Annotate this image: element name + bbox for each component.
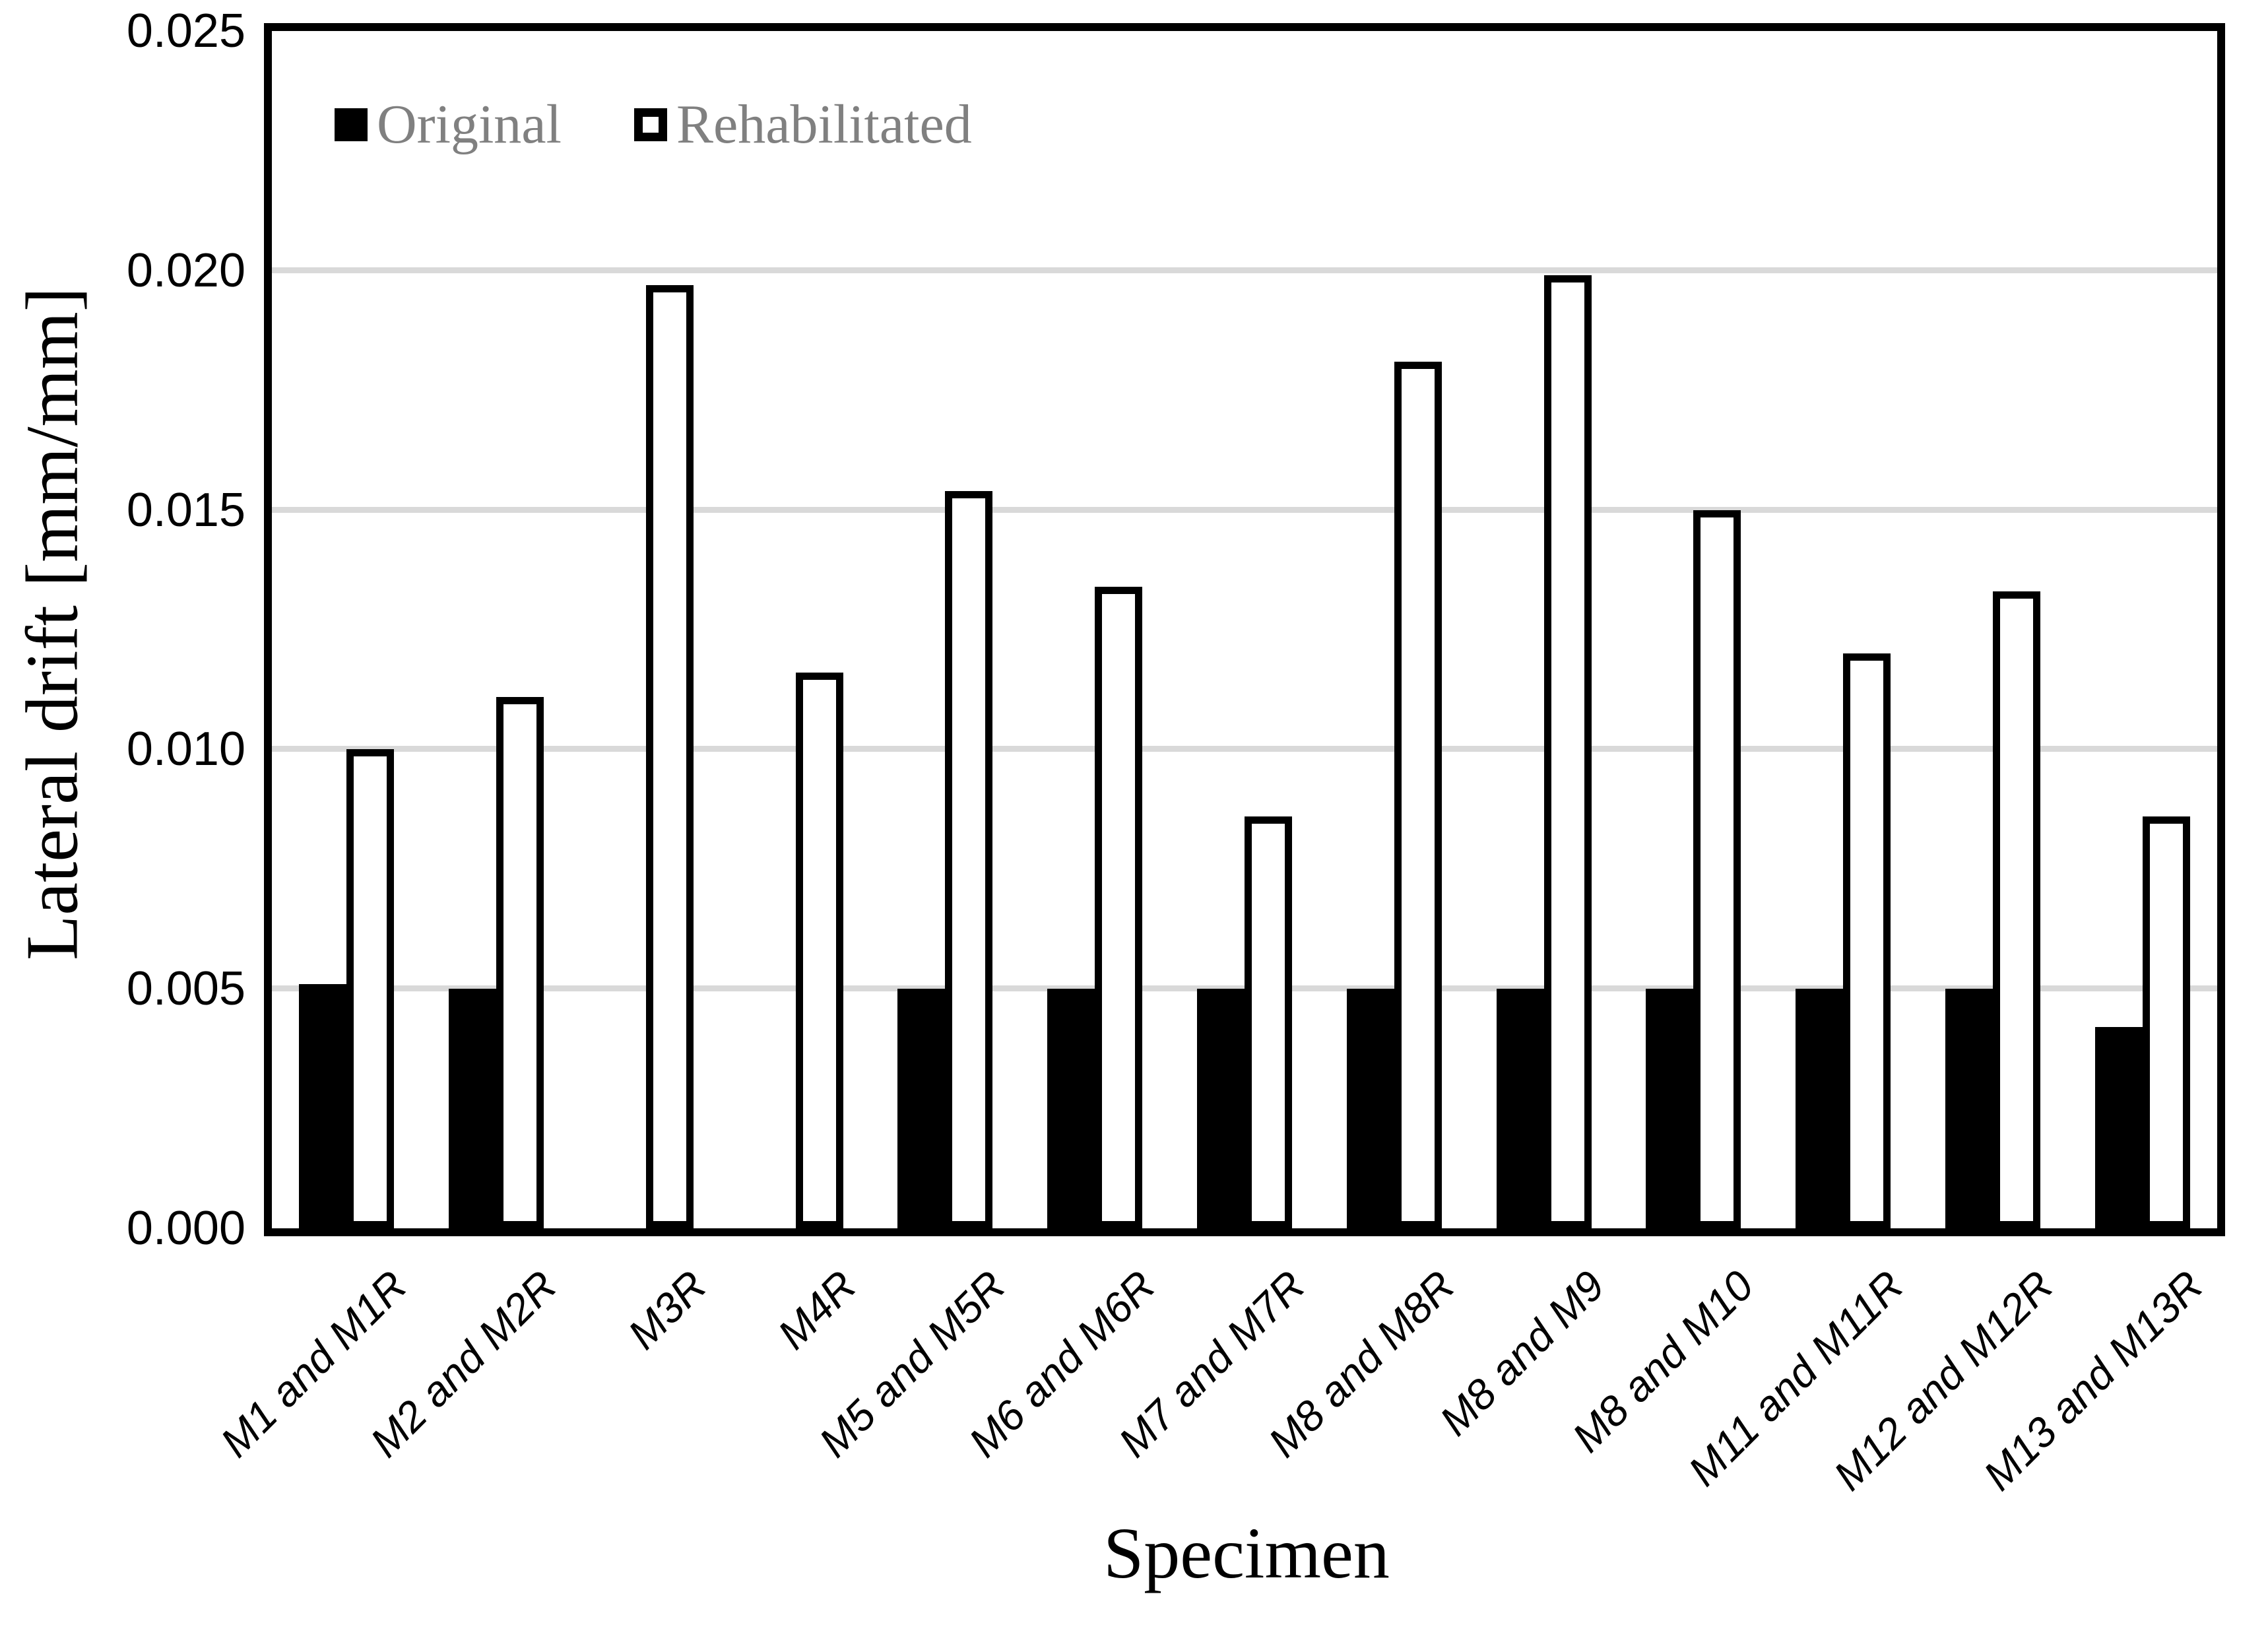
bar-original (1646, 989, 1694, 1228)
legend-swatch-original-icon (335, 108, 368, 141)
bar-group (272, 31, 422, 1228)
bar-rehabilitated (1693, 510, 1741, 1228)
bar-rehabilitated (1394, 361, 1442, 1228)
bar-rehabilitated (1992, 591, 2040, 1228)
y-tick-label: 0.005 (126, 962, 245, 1016)
bar-rehabilitated (1244, 816, 1292, 1228)
gridline-0.015 (272, 506, 2217, 513)
bar-original (2094, 1027, 2143, 1228)
bar-group (1170, 31, 1320, 1228)
bar-rehabilitated (945, 490, 993, 1228)
bar-group (571, 31, 721, 1228)
bar-original (299, 983, 347, 1228)
bar-group (1768, 31, 1918, 1228)
bar-group (2067, 31, 2217, 1228)
legend: Original Rehabilitated (335, 97, 972, 152)
bar-rehabilitated (645, 284, 694, 1228)
y-tick-label: 0.020 (126, 244, 245, 297)
bar-original (1496, 989, 1544, 1228)
legend-label-original: Original (377, 94, 562, 155)
bar-rehabilitated (795, 673, 843, 1228)
bar-original (1196, 989, 1245, 1228)
y-tick-label: 0.000 (126, 1202, 245, 1255)
bar-group (721, 31, 870, 1228)
bar-original (1945, 989, 1993, 1228)
bar-rehabilitated (1543, 275, 1592, 1228)
bar-original (1796, 989, 1844, 1228)
gridline-0.02 (272, 267, 2217, 273)
x-axis-title: Specimen (1103, 1513, 1390, 1593)
legend-item-rehabilitated: Rehabilitated (633, 94, 972, 155)
plot-area: Original Rehabilitated (264, 23, 2225, 1236)
bar-rehabilitated (1095, 586, 1143, 1228)
bar-group (1319, 31, 1469, 1228)
bar-group (422, 31, 571, 1228)
gridline-0.01 (272, 746, 2217, 752)
bar-rehabilitated (346, 749, 395, 1228)
y-axis-title: Lateral drift [mm/mm] (11, 286, 94, 961)
y-tick-label: 0.025 (126, 5, 245, 57)
bar-group (1020, 31, 1170, 1228)
bar-rehabilitated (2142, 816, 2190, 1228)
y-tick-label: 0.010 (126, 723, 245, 776)
legend-label-rehabilitated: Rehabilitated (676, 94, 972, 155)
bar-original (1346, 989, 1394, 1228)
bar-group (1918, 31, 2067, 1228)
bar-group (1469, 31, 1619, 1228)
bar-rehabilitated (1843, 653, 1891, 1228)
bar-group (1619, 31, 1768, 1228)
bar-original (449, 989, 497, 1228)
bar-original (897, 989, 946, 1228)
y-tick-label: 0.015 (126, 483, 245, 537)
legend-item-original: Original (335, 97, 562, 152)
bar-original (1047, 989, 1095, 1228)
bar-group (870, 31, 1020, 1228)
legend-swatch-rehabilitated-icon (633, 108, 667, 141)
bar-rehabilitated (496, 696, 544, 1228)
